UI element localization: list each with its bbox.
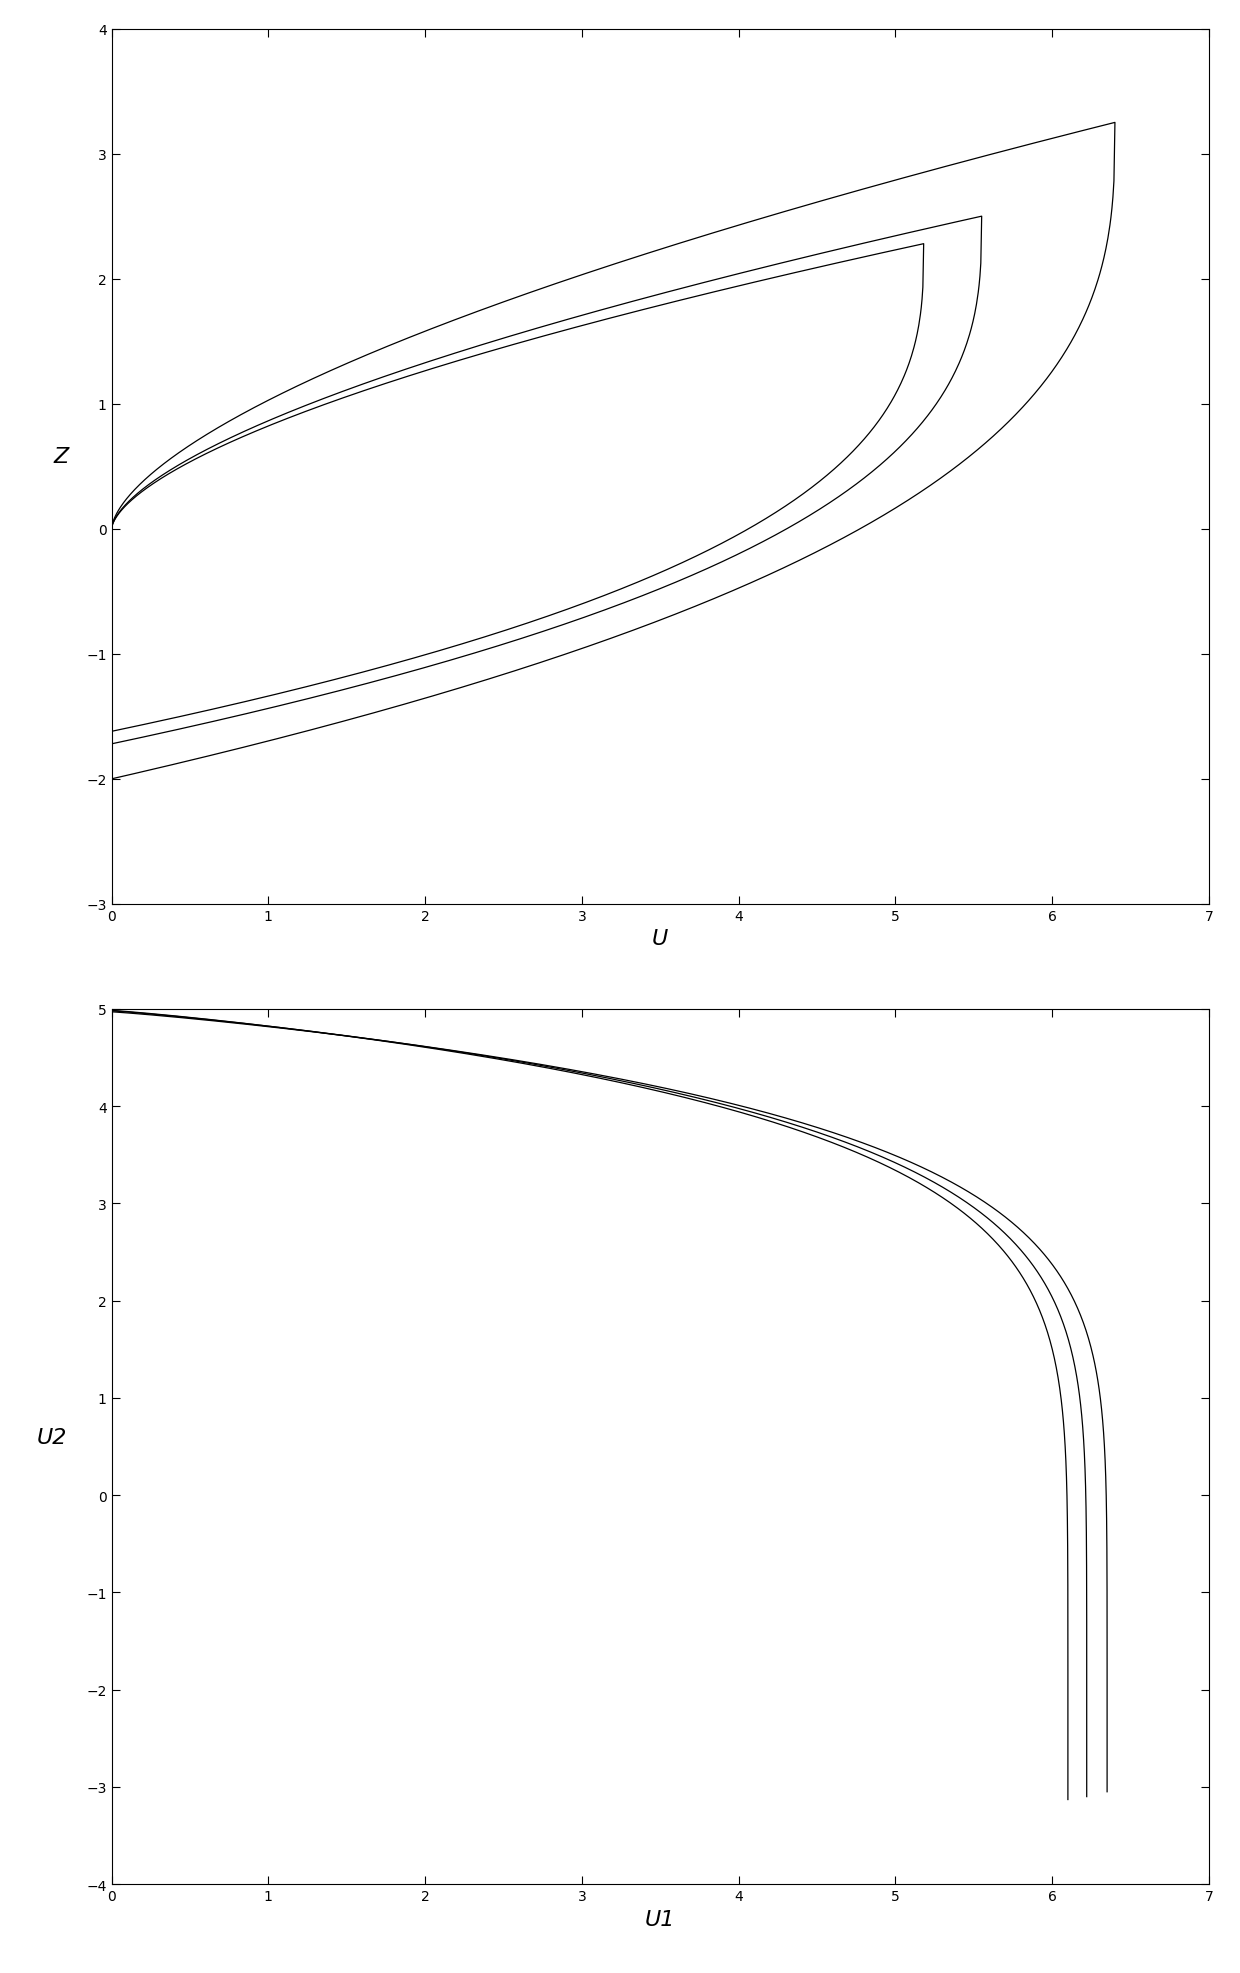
Y-axis label: U2: U2	[36, 1426, 67, 1446]
X-axis label: U: U	[652, 929, 668, 949]
Y-axis label: Z: Z	[53, 448, 69, 468]
X-axis label: U1: U1	[645, 1908, 676, 1930]
